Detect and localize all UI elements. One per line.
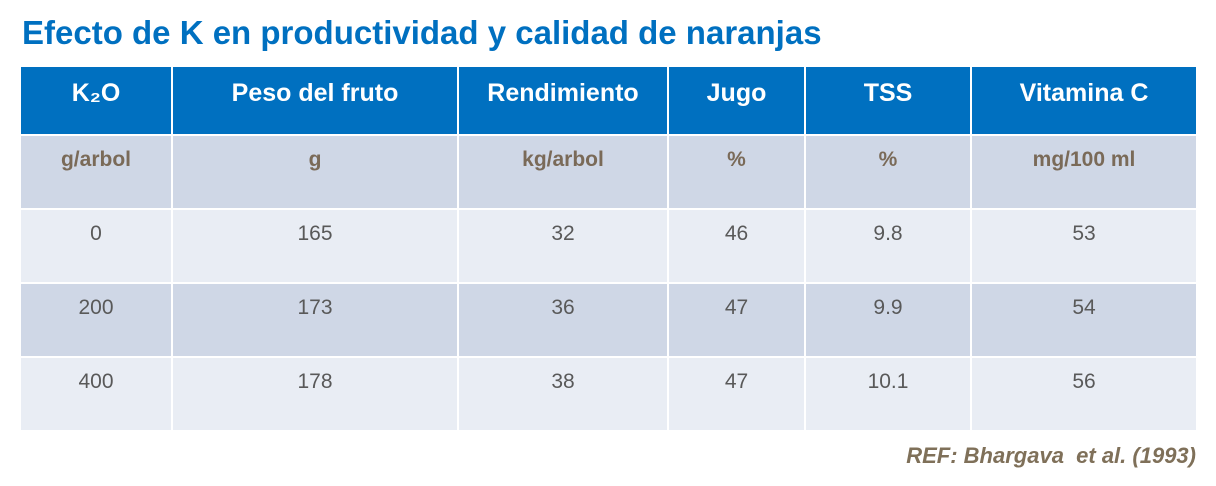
title: Efecto de K en productividad y calidad d… (22, 14, 822, 51)
data-cell: 0 (19, 208, 173, 284)
reference: REF: Bhargava et al. (1993) (906, 443, 1196, 468)
header-cell: TSS (804, 65, 972, 136)
unit-cell: g/arbol (19, 134, 173, 210)
data-cell: 46 (667, 208, 806, 284)
data-cell: 47 (667, 282, 806, 358)
data-row: 400 178 38 47 10.1 56 (19, 356, 1198, 432)
header-cell: K₂O (19, 65, 173, 136)
header-cell: Vitamina C (970, 65, 1198, 136)
data-cell: 10.1 (804, 356, 972, 432)
header-cell: Peso del fruto (171, 65, 459, 136)
unit-cell: mg/100 ml (970, 134, 1198, 210)
data-cell: 173 (171, 282, 459, 358)
data-cell: 56 (970, 356, 1198, 432)
units-row: g/arbol g kg/arbol%% mg/100 ml (19, 134, 1198, 210)
header-cell: Jugo (667, 65, 806, 136)
data-cell: 47 (667, 356, 806, 432)
unit-cell: % (667, 134, 806, 210)
data-cell: 54 (970, 282, 1198, 358)
data-cell: 400 (19, 356, 173, 432)
data-row: 200 173 36 47 9.9 54 (19, 282, 1198, 358)
data-cell: 9.8 (804, 208, 972, 284)
data-cell: 53 (970, 208, 1198, 284)
data-cell: 38 (457, 356, 669, 432)
unit-cell: kg/arbol (457, 134, 669, 210)
data-row: 0 165 32 46 9.8 53 (19, 208, 1198, 284)
unit-cell: % (804, 134, 972, 210)
header-row: K₂O Peso del fruto Rendimiento Jugo TSS Vitam… (19, 65, 1198, 136)
header-cell: Rendimiento (457, 65, 669, 136)
data-cell: 9.9 (804, 282, 972, 358)
data-table: K₂O Peso del fruto Rendimiento Jugo TSS Vitam… (19, 65, 1198, 432)
table-body: K₂O Peso del fruto Rendimiento Jugo TSS Vitam… (19, 65, 1198, 432)
data-cell: 200 (19, 282, 173, 358)
data-cell: 32 (457, 208, 669, 284)
data-cell: 165 (171, 208, 459, 284)
unit-cell: g (171, 134, 459, 210)
data-cell: 178 (171, 356, 459, 432)
data-cell: 36 (457, 282, 669, 358)
